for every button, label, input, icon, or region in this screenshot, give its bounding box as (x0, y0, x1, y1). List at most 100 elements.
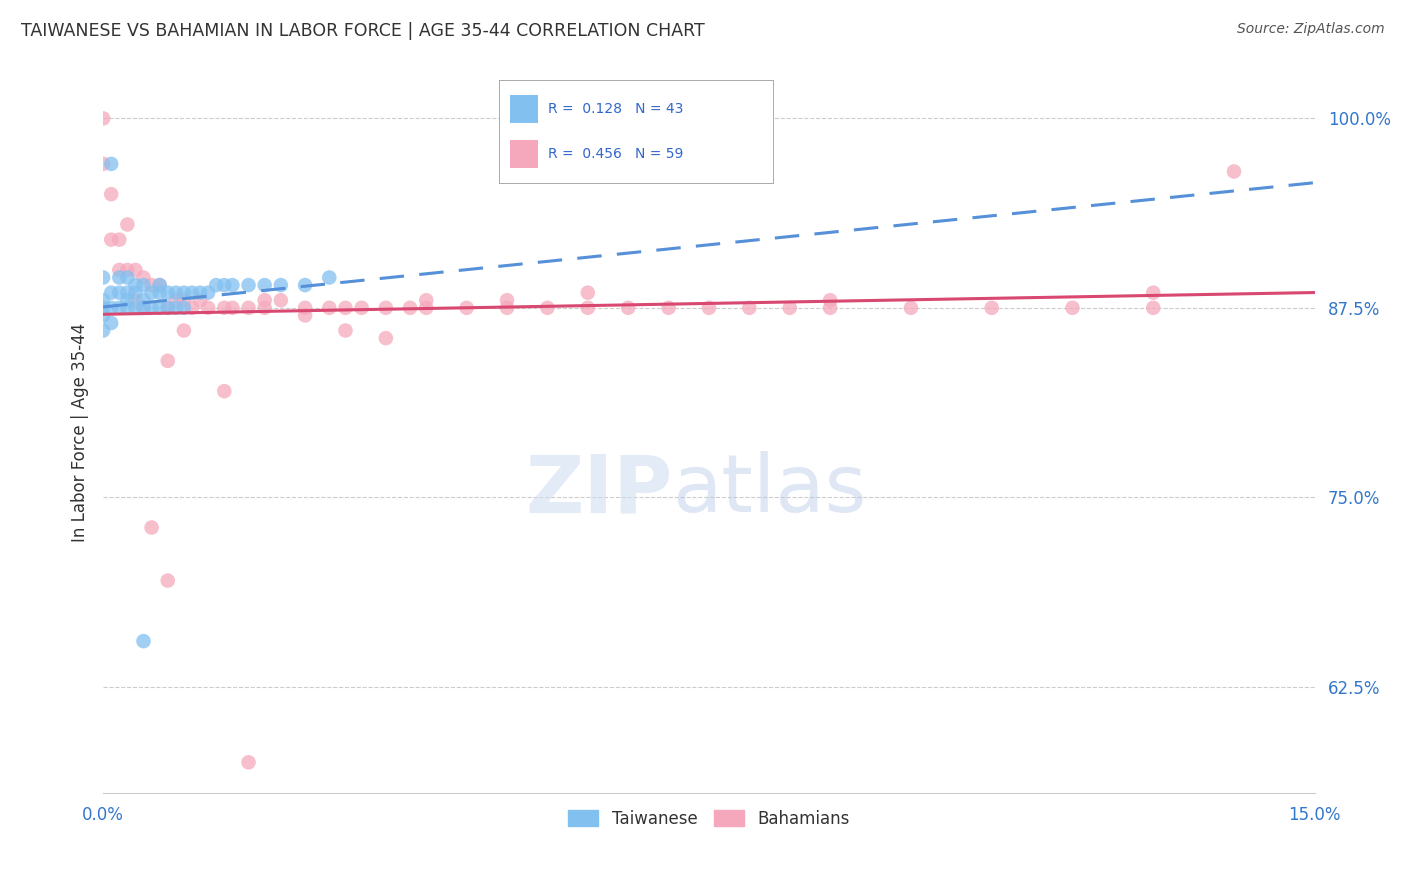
Point (270, 278, 292, 293)
Point (197, 285, 219, 300)
Point (108, 233, 131, 247)
Point (900, 301, 922, 315)
Point (117, 270, 139, 285)
Point (156, 574, 179, 588)
Point (658, 301, 681, 315)
Point (496, 301, 519, 315)
Point (214, 301, 236, 315)
Y-axis label: In Labor Force | Age 35-44: In Labor Force | Age 35-44 (72, 323, 89, 542)
Point (117, 301, 139, 315)
Point (818, 301, 841, 315)
Point (221, 301, 243, 315)
Point (117, 285, 139, 300)
Point (818, 293, 841, 308)
Point (173, 324, 195, 338)
Point (1142, 285, 1164, 300)
Point (697, 301, 720, 315)
Point (108, 285, 131, 300)
Point (374, 301, 396, 315)
Point (335, 324, 357, 338)
Point (294, 309, 316, 323)
Point (91, 309, 114, 323)
Point (181, 301, 204, 315)
Point (149, 278, 172, 293)
Point (124, 285, 146, 300)
Text: Source: ZipAtlas.com: Source: ZipAtlas.com (1237, 22, 1385, 37)
Point (188, 293, 211, 308)
Point (238, 756, 260, 770)
Point (253, 278, 276, 293)
Point (173, 301, 195, 315)
Point (156, 354, 179, 368)
Text: atlas: atlas (672, 451, 868, 529)
Point (132, 301, 155, 315)
Point (132, 278, 155, 293)
Point (124, 263, 146, 277)
Point (496, 293, 519, 308)
Point (1062, 301, 1084, 315)
Point (318, 301, 340, 315)
Point (108, 270, 131, 285)
Point (117, 218, 139, 232)
Point (141, 278, 163, 293)
Point (214, 384, 236, 399)
Point (149, 285, 172, 300)
Point (91, 293, 114, 308)
Point (100, 233, 122, 247)
Point (181, 285, 204, 300)
Point (197, 301, 219, 315)
Point (91, 270, 114, 285)
Point (165, 285, 187, 300)
Point (100, 187, 122, 202)
Point (91, 112, 114, 126)
Point (253, 293, 276, 308)
Point (165, 301, 187, 315)
Point (156, 301, 179, 315)
Point (132, 270, 155, 285)
Point (205, 278, 228, 293)
Legend: Taiwanese, Bahamians: Taiwanese, Bahamians (561, 804, 856, 835)
Point (117, 263, 139, 277)
Point (91, 157, 114, 171)
Point (238, 278, 260, 293)
Point (188, 285, 211, 300)
Text: R =  0.128   N = 43: R = 0.128 N = 43 (548, 102, 683, 116)
Point (318, 270, 340, 285)
Point (576, 301, 599, 315)
Point (100, 316, 122, 330)
Point (415, 293, 437, 308)
Point (141, 520, 163, 534)
Text: R =  0.456   N = 59: R = 0.456 N = 59 (548, 147, 683, 161)
Point (173, 285, 195, 300)
Point (335, 301, 357, 315)
Text: TAIWANESE VS BAHAMIAN IN LABOR FORCE | AGE 35-44 CORRELATION CHART: TAIWANESE VS BAHAMIAN IN LABOR FORCE | A… (21, 22, 704, 40)
Point (132, 301, 155, 315)
Point (156, 285, 179, 300)
Point (124, 301, 146, 315)
Point (238, 301, 260, 315)
Point (576, 285, 599, 300)
Point (779, 301, 801, 315)
Point (270, 293, 292, 308)
Point (374, 331, 396, 345)
Point (108, 263, 131, 277)
Point (980, 301, 1002, 315)
Point (124, 293, 146, 308)
Point (132, 634, 155, 648)
Point (91, 324, 114, 338)
Point (100, 301, 122, 315)
Point (149, 301, 172, 315)
Point (132, 293, 155, 308)
Point (294, 301, 316, 315)
Point (350, 301, 373, 315)
Point (1142, 301, 1164, 315)
Point (1223, 164, 1246, 178)
Point (117, 293, 139, 308)
Point (108, 301, 131, 315)
Point (221, 278, 243, 293)
Point (91, 301, 114, 315)
Point (214, 278, 236, 293)
Point (456, 301, 478, 315)
Point (100, 157, 122, 171)
Point (617, 301, 640, 315)
